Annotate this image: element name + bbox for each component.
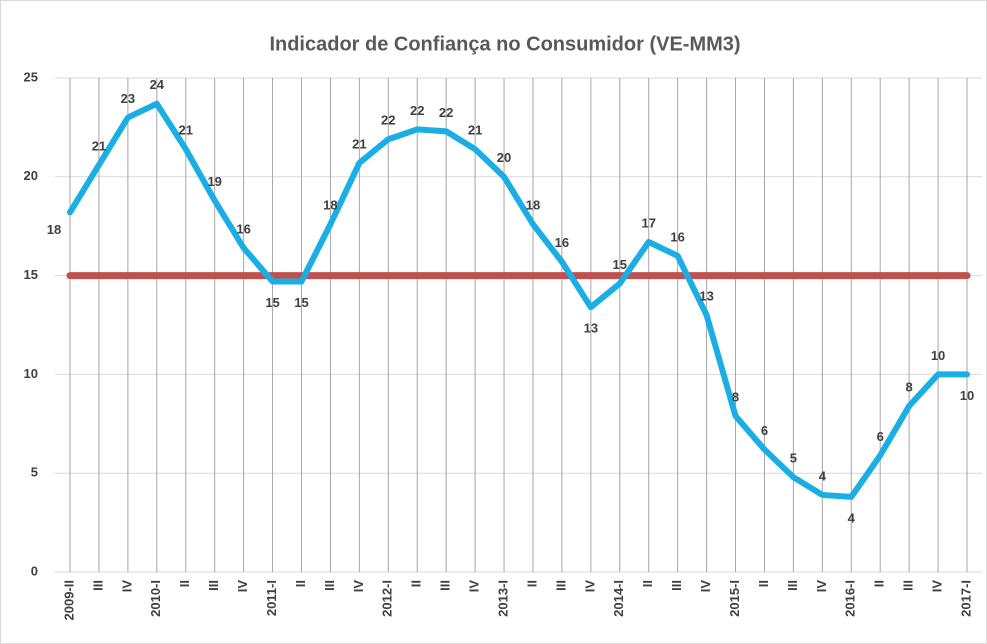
x-tick-label: III xyxy=(553,580,568,591)
x-tick-label: III xyxy=(438,580,453,591)
y-tick-label: 0 xyxy=(31,563,38,578)
x-tick-label: III xyxy=(669,580,684,591)
x-tick-label: IV xyxy=(582,580,597,593)
x-tick-label: 2017-I xyxy=(958,580,973,617)
x-tick-label: IV xyxy=(698,580,713,593)
x-tick-label: 2014-I xyxy=(611,580,626,617)
data-label: 18 xyxy=(526,198,540,213)
data-label: 22 xyxy=(381,113,395,128)
line-series xyxy=(67,100,970,500)
data-label: 6 xyxy=(761,423,768,438)
data-label: 16 xyxy=(670,229,684,244)
x-tick-label: II xyxy=(872,580,887,587)
x-tick-label: II xyxy=(177,580,192,587)
x-tick-label: IV xyxy=(814,580,829,593)
y-tick-label: 5 xyxy=(31,465,38,480)
x-tick-label: III xyxy=(901,580,916,591)
x-tick-label: 2011-I xyxy=(264,580,279,616)
chart-title: Indicador de Confiança no Consumidor (VE… xyxy=(269,33,740,55)
x-tick-label: III xyxy=(90,580,105,591)
x-tick-label: IV xyxy=(235,580,250,593)
data-label: 15 xyxy=(613,257,627,272)
x-tick-label: II xyxy=(293,580,308,587)
data-label: 8 xyxy=(906,379,913,394)
data-label: 21 xyxy=(179,123,193,138)
data-label: 10 xyxy=(931,348,945,363)
x-tick-label: 2009-II xyxy=(61,580,76,620)
y-tick-label: 20 xyxy=(24,168,38,183)
data-label: 4 xyxy=(848,510,856,525)
x-tick-label: II xyxy=(524,580,539,587)
data-label: 16 xyxy=(555,235,569,250)
data-label: 21 xyxy=(352,136,366,151)
x-tick-label: II xyxy=(640,580,655,587)
data-label: 6 xyxy=(877,429,884,444)
data-label: 4 xyxy=(819,468,827,483)
x-tick-label: 2015-I xyxy=(727,580,742,617)
data-label: 18 xyxy=(47,222,61,237)
x-tick-label: III xyxy=(206,580,221,591)
x-tick-label: IV xyxy=(467,580,482,593)
data-label: 15 xyxy=(294,295,308,310)
data-label: 17 xyxy=(641,215,655,230)
x-tick-label: 2013-I xyxy=(495,580,510,617)
x-tick-label: IV xyxy=(119,580,134,593)
y-tick-label: 15 xyxy=(24,267,38,282)
data-label: 15 xyxy=(265,295,279,310)
x-tick-label: III xyxy=(785,580,800,591)
data-label: 21 xyxy=(468,123,482,138)
data-label: 18 xyxy=(323,198,337,213)
x-tick-label: IV xyxy=(351,580,366,593)
data-label: 22 xyxy=(439,105,453,120)
x-tick-label: 2010-I xyxy=(148,580,163,617)
data-label: 8 xyxy=(732,389,739,404)
x-tick-label: II xyxy=(409,580,424,587)
data-label: 16 xyxy=(236,221,250,236)
data-label: 23 xyxy=(121,91,135,106)
data-label: 13 xyxy=(584,321,598,336)
data-label: 5 xyxy=(790,451,797,466)
x-tick-label: IV xyxy=(930,580,945,593)
y-tick-label: 25 xyxy=(24,69,38,84)
data-label: 20 xyxy=(497,150,511,165)
data-label: 21 xyxy=(92,138,106,153)
x-tick-label: II xyxy=(756,580,771,587)
data-label: 10 xyxy=(960,388,974,403)
data-label: 19 xyxy=(207,174,221,189)
data-label: 13 xyxy=(699,289,713,304)
data-label: 22 xyxy=(410,103,424,118)
y-tick-label: 10 xyxy=(24,366,38,381)
x-tick-label: 2016-I xyxy=(843,580,858,617)
x-tick-label: 2012-I xyxy=(380,580,395,617)
x-tick-label: III xyxy=(322,580,337,591)
data-label: 24 xyxy=(150,77,165,92)
